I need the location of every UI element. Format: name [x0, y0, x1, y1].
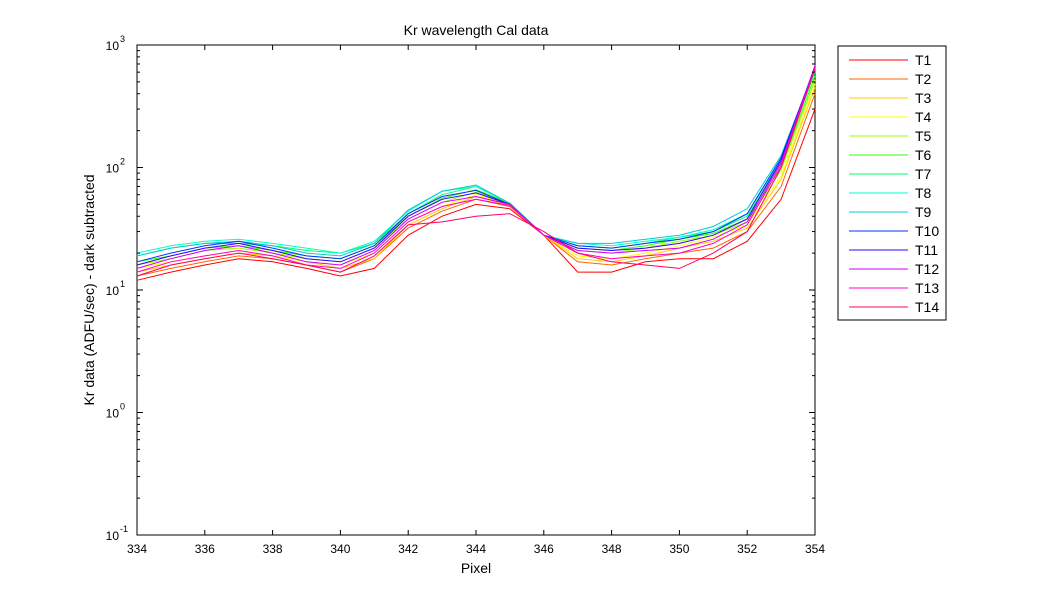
- series-line-T5: [136, 79, 816, 266]
- y-tick-label-base: 10: [106, 162, 120, 176]
- x-tick-label: 354: [805, 542, 825, 556]
- x-tick-label: 336: [195, 542, 215, 556]
- y-tick-label-exponent: -1: [120, 524, 128, 534]
- series-line-T11: [136, 66, 816, 266]
- x-tick-label: 350: [669, 542, 689, 556]
- series-line-T10: [136, 66, 816, 263]
- x-axis-ticks: 334 336 338 340 342 344 346 348 350 352 354: [127, 45, 825, 556]
- x-tick-label: 340: [330, 542, 350, 556]
- x-tick-label: 348: [602, 542, 622, 556]
- legend-label-T5: T5: [915, 128, 932, 144]
- x-tick-label: 352: [737, 542, 757, 556]
- chart-title: Kr wavelength Cal data: [404, 22, 549, 38]
- y-tick-label-exponent: 0: [120, 402, 125, 412]
- legend-label-T8: T8: [915, 185, 932, 201]
- legend-label-T3: T3: [915, 90, 932, 106]
- legend-label-T2: T2: [915, 71, 932, 87]
- x-tick-label: 338: [263, 542, 283, 556]
- x-tick-label: 346: [534, 542, 554, 556]
- legend-label-T10: T10: [915, 223, 939, 239]
- y-tick-label-exponent: 2: [120, 157, 125, 167]
- legend-label-T12: T12: [915, 261, 939, 277]
- x-tick-label: 344: [466, 542, 486, 556]
- x-tick-label: 342: [398, 542, 418, 556]
- legend-label-T6: T6: [915, 147, 932, 163]
- series-line-T8: [136, 70, 816, 254]
- x-axis-label: Pixel: [461, 560, 491, 576]
- y-tick-label-exponent: 1: [120, 279, 125, 289]
- y-tick-label-exponent: 3: [120, 34, 125, 44]
- legend-label-T14: T14: [915, 299, 939, 315]
- series-line-T9: [136, 67, 816, 257]
- legend-label-T7: T7: [915, 166, 932, 182]
- x-tick-label: 334: [127, 542, 147, 556]
- legend-box: [837, 45, 947, 321]
- plot-area: [136, 44, 816, 536]
- y-axis-label: Kr data (ADFU/sec) - dark subtracted: [81, 174, 97, 405]
- series-line-T14: [136, 68, 816, 277]
- legend-label-T1: T1: [915, 52, 932, 68]
- legend-label-T11: T11: [915, 242, 938, 258]
- series-line-T6: [136, 75, 816, 263]
- series-line-T12: [136, 65, 816, 269]
- y-tick-label-base: 10: [106, 39, 120, 53]
- y-tick-label-base: 10: [106, 529, 120, 543]
- legend-label-T13: T13: [915, 280, 939, 296]
- legend-label-T9: T9: [915, 204, 932, 220]
- y-tick-label-base: 10: [106, 284, 120, 298]
- legend: T1 T2 T3 T4 T5 T6 T7 T8 T9 T10 T11 T12 T13 T14: [837, 45, 947, 321]
- y-tick-label-base: 10: [106, 407, 120, 421]
- legend-label-T4: T4: [915, 109, 932, 125]
- series-line-T13: [136, 67, 816, 273]
- series-layer: [136, 65, 816, 281]
